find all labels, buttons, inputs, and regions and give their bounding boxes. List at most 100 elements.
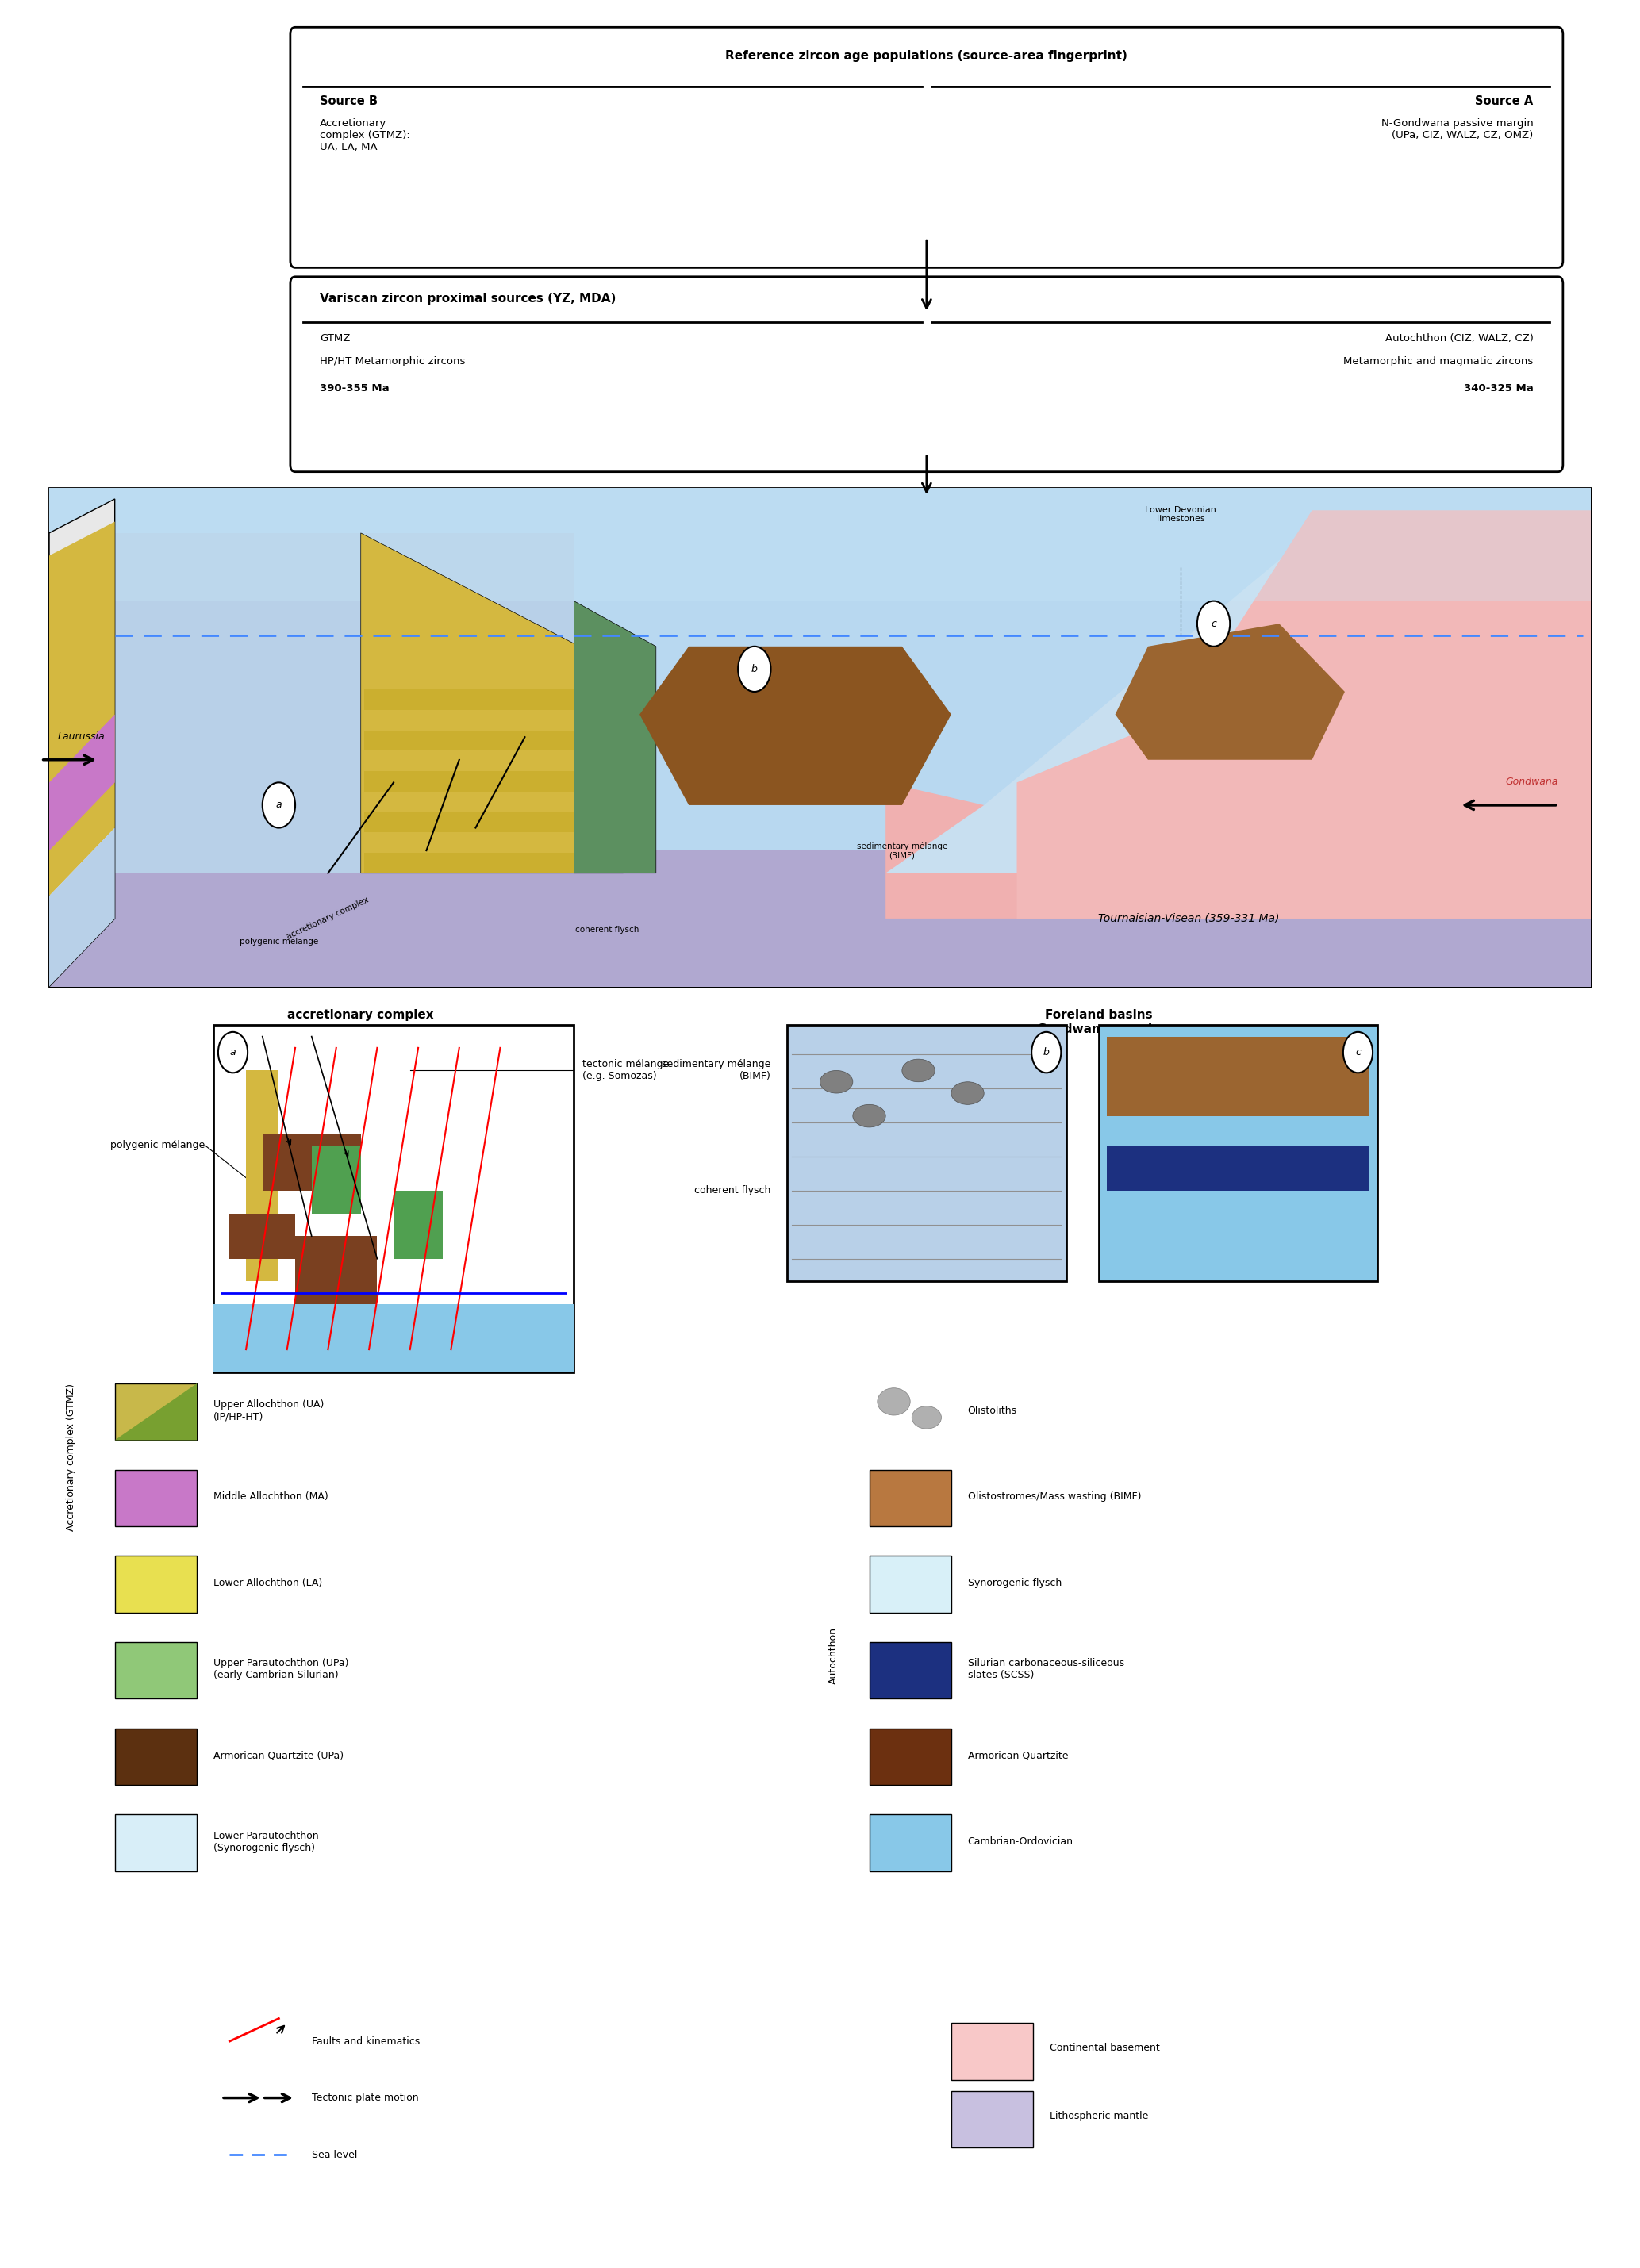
- Polygon shape: [49, 522, 115, 896]
- Text: coherent flysch: coherent flysch: [694, 1186, 771, 1195]
- Text: Silurian carbonaceous-siliceous
slates (SCSS): Silurian carbonaceous-siliceous slates (…: [968, 1658, 1123, 1681]
- Text: tectonic mélange
(e.g. Somozas): tectonic mélange (e.g. Somozas): [582, 1059, 669, 1082]
- Bar: [951, 2091, 1033, 2148]
- Text: Autochthon: Autochthon: [828, 1626, 838, 1685]
- Text: c: c: [1210, 619, 1217, 628]
- Text: Reference zircon age populations (source-area fingerprint): Reference zircon age populations (source…: [725, 50, 1128, 61]
- Text: Source B: Source B: [320, 95, 377, 107]
- Polygon shape: [49, 714, 115, 850]
- Text: Source A: Source A: [1476, 95, 1533, 107]
- Polygon shape: [1107, 1036, 1369, 1116]
- Text: Gondwana: Gondwana: [1506, 776, 1558, 787]
- Text: Autochthon (CIZ, WALZ, CZ): Autochthon (CIZ, WALZ, CZ): [1386, 333, 1533, 345]
- Text: sedimentary mélange
(BIMF): sedimentary mélange (BIMF): [663, 1059, 771, 1082]
- Polygon shape: [364, 689, 620, 710]
- Polygon shape: [1017, 510, 1591, 919]
- Polygon shape: [295, 1236, 377, 1304]
- Text: a: a: [230, 1048, 236, 1057]
- Bar: [787, 1025, 1066, 1281]
- Bar: [869, 1814, 951, 1871]
- Text: Armorican Quartzite (UPa): Armorican Quartzite (UPa): [213, 1751, 343, 1760]
- Text: Metamorphic and magmatic zircons: Metamorphic and magmatic zircons: [1343, 356, 1533, 367]
- Circle shape: [1343, 1032, 1373, 1073]
- Text: sedimentary mélange
(BIMF): sedimentary mélange (BIMF): [856, 841, 948, 860]
- Text: accretionary complex: accretionary complex: [287, 1009, 435, 1021]
- Text: polygenic mélange: polygenic mélange: [239, 937, 318, 946]
- Circle shape: [1197, 601, 1230, 646]
- Polygon shape: [361, 533, 623, 873]
- Text: Lower Devonian
limestones: Lower Devonian limestones: [1145, 506, 1217, 524]
- Polygon shape: [364, 853, 620, 873]
- Text: a: a: [276, 801, 282, 810]
- Bar: [869, 1470, 951, 1526]
- Bar: [869, 1642, 951, 1699]
- Polygon shape: [364, 771, 620, 792]
- Text: Continental basement: Continental basement: [1050, 2043, 1159, 2053]
- FancyBboxPatch shape: [290, 277, 1563, 472]
- Bar: [115, 1556, 197, 1613]
- Text: Upper Allochthon (UA)
(IP/HP-HT): Upper Allochthon (UA) (IP/HP-HT): [213, 1399, 323, 1422]
- Text: Armorican Quartzite: Armorican Quartzite: [968, 1751, 1068, 1760]
- Text: Faults and kinematics: Faults and kinematics: [312, 2037, 420, 2046]
- Text: c: c: [1355, 1048, 1361, 1057]
- Bar: [115, 1814, 197, 1871]
- Text: 390-355 Ma: 390-355 Ma: [320, 383, 389, 395]
- Polygon shape: [49, 488, 1591, 601]
- Circle shape: [262, 782, 295, 828]
- Text: Foreland basins
Gondwana margin: Foreland basins Gondwana margin: [1036, 1009, 1161, 1034]
- Circle shape: [1032, 1032, 1061, 1073]
- Text: HP/HT Metamorphic zircons: HP/HT Metamorphic zircons: [320, 356, 466, 367]
- FancyBboxPatch shape: [290, 27, 1563, 268]
- Polygon shape: [1115, 624, 1345, 760]
- Text: accretionary complex: accretionary complex: [285, 896, 371, 941]
- Polygon shape: [230, 1213, 295, 1259]
- Bar: [49, 488, 1591, 987]
- Ellipse shape: [820, 1070, 853, 1093]
- Polygon shape: [49, 828, 115, 987]
- Polygon shape: [49, 533, 574, 873]
- Bar: [115, 1728, 197, 1785]
- Bar: [115, 1383, 197, 1440]
- Text: Olistostromes/Mass wasting (BIMF): Olistostromes/Mass wasting (BIMF): [968, 1492, 1141, 1501]
- Ellipse shape: [951, 1082, 984, 1105]
- Polygon shape: [49, 850, 1591, 987]
- Polygon shape: [1107, 1145, 1369, 1191]
- Text: b: b: [751, 665, 758, 674]
- Text: Cambrian-Ordovician: Cambrian-Ordovician: [968, 1837, 1073, 1846]
- Polygon shape: [246, 1070, 279, 1281]
- Text: Lithospheric mantle: Lithospheric mantle: [1050, 2112, 1148, 2121]
- Bar: [951, 2023, 1033, 2080]
- Polygon shape: [640, 646, 951, 805]
- Text: coherent flysch: coherent flysch: [576, 925, 638, 934]
- Ellipse shape: [912, 1406, 941, 1429]
- Text: Middle Allochthon (MA): Middle Allochthon (MA): [213, 1492, 328, 1501]
- Text: Tournaisian-Visean (359-331 Ma): Tournaisian-Visean (359-331 Ma): [1099, 914, 1279, 923]
- Bar: [49, 488, 1591, 987]
- Text: Olistoliths: Olistoliths: [968, 1406, 1017, 1415]
- Text: Laurussia: Laurussia: [57, 730, 105, 742]
- Text: N-Gondwana passive margin
(UPa, CIZ, WALZ, CZ, OMZ): N-Gondwana passive margin (UPa, CIZ, WAL…: [1381, 118, 1533, 141]
- Bar: [213, 1025, 574, 1372]
- Polygon shape: [262, 1134, 361, 1191]
- Polygon shape: [1107, 1191, 1369, 1270]
- Ellipse shape: [853, 1105, 886, 1127]
- Ellipse shape: [877, 1388, 910, 1415]
- Bar: [115, 1470, 197, 1526]
- Polygon shape: [886, 669, 1591, 919]
- Text: b: b: [1043, 1048, 1050, 1057]
- Ellipse shape: [902, 1059, 935, 1082]
- Circle shape: [738, 646, 771, 692]
- Polygon shape: [49, 499, 115, 987]
- Text: Variscan zircon proximal sources (YZ, MDA): Variscan zircon proximal sources (YZ, MD…: [320, 293, 617, 304]
- Text: Synorogenic flysch: Synorogenic flysch: [968, 1579, 1061, 1588]
- Text: Accretionary
complex (GTMZ):
UA, LA, MA: Accretionary complex (GTMZ): UA, LA, MA: [320, 118, 410, 152]
- Bar: [869, 1728, 951, 1785]
- Bar: [115, 1642, 197, 1699]
- Polygon shape: [574, 601, 656, 873]
- Text: Upper Parautochthon (UPa)
(early Cambrian-Silurian): Upper Parautochthon (UPa) (early Cambria…: [213, 1658, 348, 1681]
- Text: Tectonic plate motion: Tectonic plate motion: [312, 2093, 418, 2102]
- Text: Sea level: Sea level: [312, 2150, 358, 2159]
- Circle shape: [218, 1032, 248, 1073]
- Polygon shape: [364, 812, 620, 832]
- Text: polygenic mélange: polygenic mélange: [110, 1141, 205, 1150]
